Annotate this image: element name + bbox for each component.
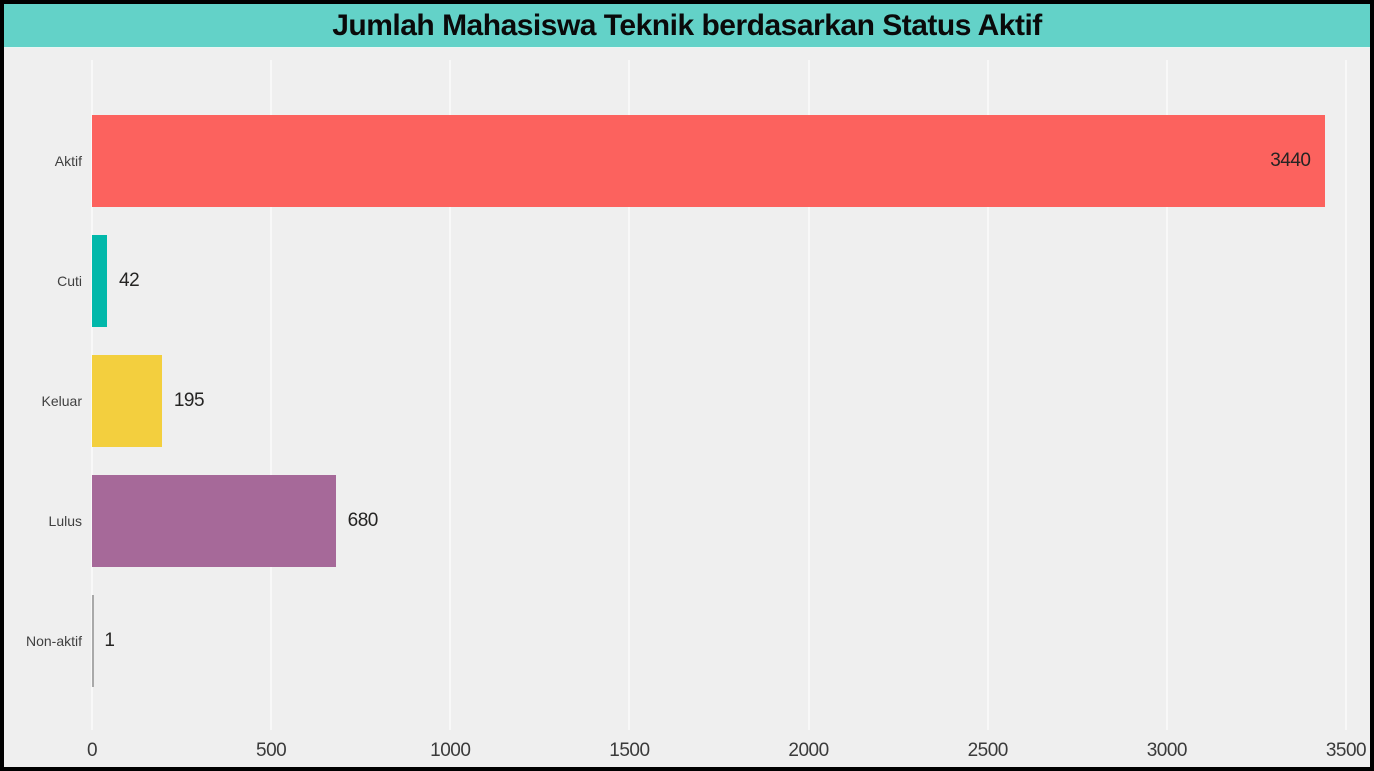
x-tick-label-500: 500 (256, 740, 287, 761)
x-tick-label-3500: 3500 (1325, 740, 1367, 761)
plot-area: Aktif 3440 Cuti 42 Keluar 195 Lulus 680 Non-akti… (4, 48, 1370, 767)
bar-row-non-aktif: Non-aktif 1 (4, 581, 1346, 701)
x-tick-label-2000: 2000 (788, 740, 829, 761)
bar-track: 195 (92, 341, 1346, 461)
bar-lulus[interactable] (92, 475, 336, 567)
x-tick-label-3000: 3000 (1146, 740, 1188, 761)
x-tick-label-1500: 1500 (609, 740, 650, 761)
category-label-lulus: Lulus (48, 513, 82, 529)
bar-row-aktif: Aktif 3440 (4, 101, 1346, 221)
data-label-non-aktif: 1 (104, 630, 115, 651)
bar-rows: Aktif 3440 Cuti 42 Keluar 195 Lulus 680 Non-akti… (4, 101, 1346, 701)
bar-track: 3440 (92, 101, 1346, 221)
data-label-keluar: 195 (173, 390, 205, 411)
title-bar: Jumlah Mahasiswa Teknik berdasarkan Stat… (4, 4, 1370, 48)
bar-aktif[interactable] (92, 115, 1325, 207)
bar-row-keluar: Keluar 195 (4, 341, 1346, 461)
x-tick-label-2500: 2500 (967, 740, 1009, 761)
bar-row-lulus: Lulus 680 (4, 461, 1346, 581)
bar-track: 42 (92, 221, 1346, 341)
category-label-aktif: Aktif (54, 153, 82, 169)
bar-row-cuti: Cuti 42 (4, 221, 1346, 341)
category-label-non-aktif: Non-aktif (25, 633, 82, 649)
x-tick-label-0: 0 (86, 740, 98, 761)
bar-non-aktif[interactable] (92, 595, 94, 687)
x-axis: 0 500 1000 1500 2000 2500 3000 3500 (87, 740, 1367, 764)
bar-cuti[interactable] (92, 235, 108, 327)
data-label-aktif: 3440 (1270, 150, 1311, 171)
bar-track: 680 (92, 461, 1346, 581)
chart-title: Jumlah Mahasiswa Teknik berdasarkan Stat… (332, 8, 1042, 42)
data-label-lulus: 680 (347, 510, 379, 531)
data-label-cuti: 42 (119, 270, 140, 291)
x-tick-label-1000: 1000 (430, 740, 471, 761)
category-label-cuti: Cuti (57, 273, 82, 289)
bar-track: 1 (92, 581, 1346, 701)
bar-keluar[interactable] (92, 355, 162, 447)
category-label-keluar: Keluar (41, 393, 82, 409)
